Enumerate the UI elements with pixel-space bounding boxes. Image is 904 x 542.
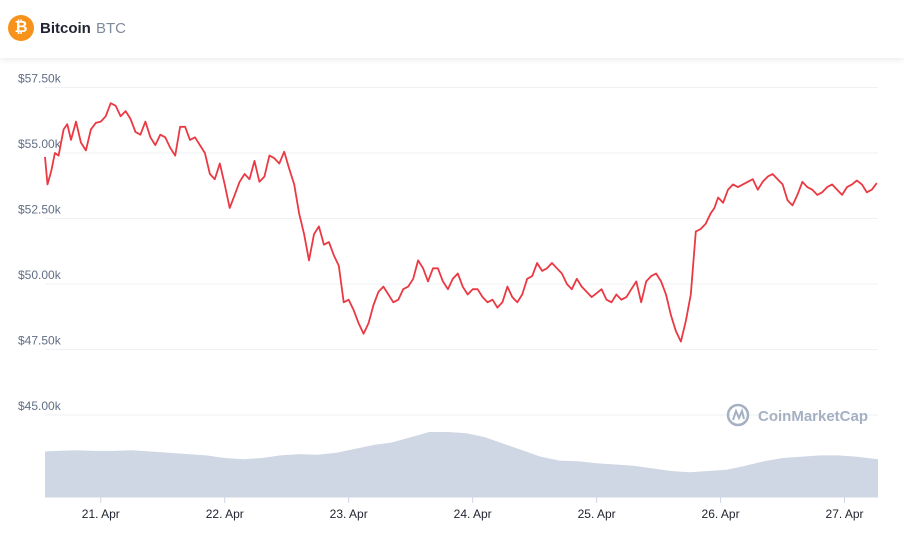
x-tick-label: 24. Apr [454,507,492,521]
x-tick-label: 22. Apr [206,507,244,521]
y-tick-label: $57.50k [18,72,62,86]
volume-area [45,432,878,497]
coin-symbol: BTC [96,20,126,37]
y-tick-label: $55.00k [18,137,62,151]
watermark: CoinMarketCap [726,403,868,427]
y-axis: $45.00k $47.50k $50.00k $52.50k $55.00k $57.5… [18,72,62,414]
y-tick-label: $47.50k [18,334,62,348]
watermark-text: CoinMarketCap [758,408,868,425]
y-tick-label: $52.50k [18,203,62,217]
y-tick-label: $50.00k [18,268,62,282]
x-tick-label: 21. Apr [82,507,120,521]
x-tick-label: 27. Apr [826,507,864,521]
coin-name: Bitcoin [40,20,91,37]
x-axis: 21. Apr 22. Apr 23. Apr 24. Apr 25. Apr 26. A… [45,496,878,521]
price-line [44,102,878,343]
bitcoin-icon: ₿ [8,15,34,41]
volume-area-group [45,432,878,497]
x-tick-label: 25. Apr [578,507,616,521]
y-tick-label: $45.00k [18,399,62,413]
price-line-group [44,102,878,343]
coinmarketcap-logo-icon [726,403,750,427]
x-tick-label: 23. Apr [330,507,368,521]
x-tick-label: 26. Apr [702,507,740,521]
grid-lines [45,87,878,416]
coin-header: ₿ Bitcoin BTC [0,0,904,58]
